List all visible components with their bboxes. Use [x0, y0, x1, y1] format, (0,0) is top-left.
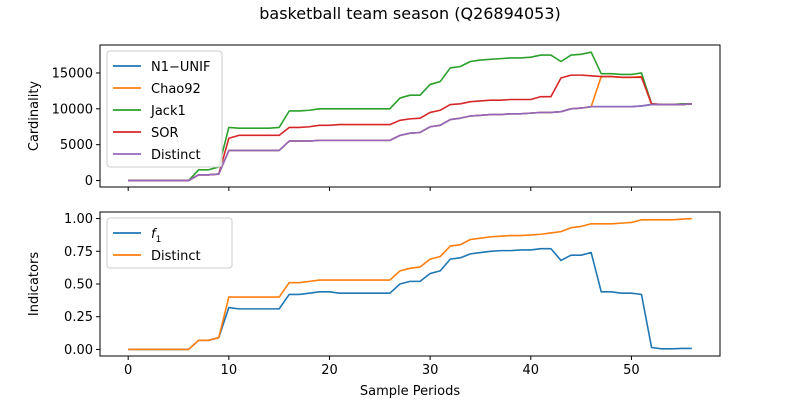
x-tick-label: 0 [124, 363, 132, 378]
legend-entry: Jack1 [150, 104, 186, 119]
axes-frame [99, 44, 721, 188]
x-tick-label: 50 [623, 363, 640, 378]
y-axis-label: Indicators [27, 252, 42, 316]
legend-entry: Distinct [151, 249, 201, 264]
legend-entry: N1−UNIF [151, 60, 210, 75]
series-line-1 [128, 247, 692, 351]
x-tick-label: 20 [321, 363, 338, 378]
y-tick-label: 10000 [52, 102, 93, 117]
y-axis-label: Cardinality [27, 81, 42, 152]
y-tick-label: 1.00 [64, 212, 93, 227]
y-tick-label: 0.25 [64, 310, 93, 325]
series-line-2 [128, 217, 692, 351]
subplot-1: 0 5000 10000 15000 Cardinality N1−UNIF Chao92 J… [27, 44, 721, 191]
y-tick-label: 5000 [60, 138, 93, 153]
y-tick-label: 0.75 [64, 245, 93, 260]
subplots: 0 5000 10000 15000 Cardinality N1−UNIF Chao92 J… [27, 44, 721, 399]
x-tick-label: 30 [422, 363, 439, 378]
x-tick-label: 40 [523, 363, 540, 378]
y-tick-label: 0 [85, 174, 93, 189]
legend-entry: Distinct [151, 148, 201, 163]
y-tick-label: 0.00 [64, 343, 93, 358]
legend: f1 Distinct [106, 217, 233, 269]
y-tick-label: 0.50 [64, 278, 93, 293]
legend-box [106, 50, 223, 168]
legend-entry: f1 [151, 227, 161, 245]
legend-entry: Chao92 [151, 82, 201, 97]
legend-entry: SOR [151, 126, 179, 141]
subplot-2: 0 10 20 30 40 50 0.00 0.25 0.50 0.75 1.00 Indicator… [27, 211, 721, 399]
legend: N1−UNIF Chao92 Jack1 SOR Distinct [106, 50, 223, 168]
x-axis-label: Sample Periods [360, 384, 460, 399]
y-tick-label: 15000 [52, 66, 93, 81]
x-tick-label: 10 [221, 363, 238, 378]
series-lines [128, 217, 692, 351]
series-line-5 [128, 103, 692, 182]
figure-title: basketball team season (Q26894053) [259, 4, 561, 23]
